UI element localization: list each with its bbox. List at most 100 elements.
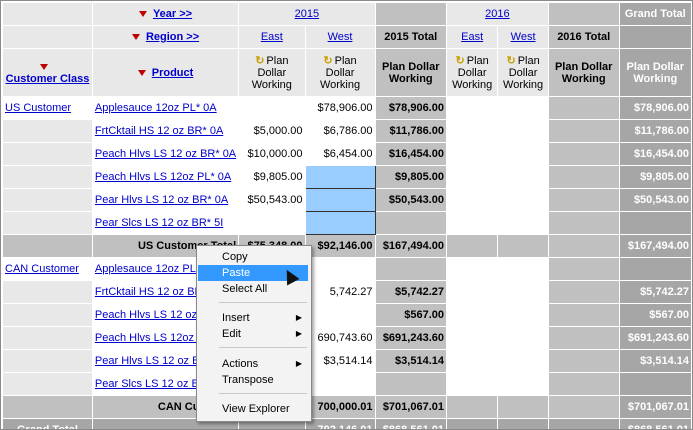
value-cell-w15[interactable]: $6,786.00 [304, 119, 376, 143]
value-cell-e16[interactable] [445, 280, 499, 304]
value-cell-w16[interactable] [497, 372, 549, 396]
product-header[interactable]: Product [91, 48, 240, 97]
product-cell[interactable]: Pear Hlvs LS 12 oz BR* 0A [91, 188, 240, 212]
filter-icon[interactable] [137, 69, 146, 76]
region-east-header[interactable]: East [238, 25, 306, 49]
customer-class-cell [2, 211, 93, 235]
value-cell-w15[interactable]: 690,743.60 [304, 326, 376, 350]
value-cell-e16[interactable] [445, 395, 499, 419]
submenu-arrow-icon: ▶ [295, 313, 302, 322]
value-cell-t16 [547, 257, 620, 281]
region-dimension-header[interactable]: Region >> [91, 25, 240, 49]
value-cell-t15: $9,805.00 [374, 165, 447, 189]
menu-item-edit[interactable]: Edit ▶ [222, 328, 302, 340]
region-west-header[interactable]: West [304, 25, 376, 49]
value-cell-w15[interactable]: $3,514.14 [304, 349, 376, 373]
measure-header-east-2016: ↻ Plan Dollar Working [445, 48, 499, 97]
menu-item-actions[interactable]: Actions ▶ [222, 358, 302, 370]
product-cell[interactable]: FrtCktail HS 12 oz BR* 0A [91, 119, 240, 143]
value-cell-w16[interactable] [497, 303, 549, 327]
value-cell-e16[interactable] [445, 211, 499, 235]
table-row: Pear Slcs LS 12 oz Bl [2, 372, 692, 396]
menu-item-view-explorer[interactable]: View Explorer [222, 403, 290, 415]
filter-icon[interactable] [138, 11, 147, 18]
product-cell[interactable]: Applesauce 12oz PL* 0A [91, 96, 240, 120]
corner-cell [2, 2, 93, 26]
value-cell-gt [618, 257, 692, 281]
customer-class-cell [2, 303, 93, 327]
value-cell-e16[interactable] [445, 326, 499, 350]
value-cell-e16[interactable] [445, 234, 499, 258]
value-cell-w15[interactable]: $6,454.00 [304, 142, 376, 166]
menu-item-copy[interactable]: Copy [222, 251, 248, 263]
value-cell-gt [618, 211, 692, 235]
menu-item-paste[interactable]: Paste [198, 265, 308, 281]
value-cell-w16[interactable] [497, 418, 549, 429]
filter-icon[interactable] [131, 34, 140, 41]
region-east-header[interactable]: East [445, 25, 499, 49]
value-cell-w15[interactable]: $92,146.00 [304, 234, 376, 258]
measure-header-total-2016: Plan Dollar Working [547, 48, 620, 97]
table-row: FrtCktail HS 12 oz BR* 0A $5,000.00 $6,786… [2, 119, 692, 143]
value-cell-t15: $167,494.00 [374, 234, 447, 258]
customer-class-cell[interactable]: US Customer [2, 96, 93, 120]
value-cell-w16[interactable] [497, 326, 549, 350]
value-cell-w16[interactable] [497, 165, 549, 189]
region-west-header[interactable]: West [497, 25, 549, 49]
customer-class-header[interactable]: Customer Class [2, 48, 93, 97]
value-cell-e15[interactable]: $9,805.00 [238, 165, 306, 189]
value-cell-e16[interactable] [445, 257, 499, 281]
value-cell-w15[interactable] [304, 303, 376, 327]
value-cell-w15[interactable] [304, 165, 376, 189]
value-cell-e15[interactable] [238, 211, 306, 235]
value-cell-w15[interactable] [304, 257, 376, 281]
value-cell-e16[interactable] [445, 349, 499, 373]
value-cell-e16[interactable] [445, 119, 499, 143]
year-dimension-header[interactable]: Year >> [91, 2, 240, 26]
value-cell-w16[interactable] [497, 257, 549, 281]
value-cell-w16[interactable] [497, 280, 549, 304]
value-cell-t16 [547, 211, 620, 235]
value-cell-e16[interactable] [445, 96, 499, 120]
value-cell-w16[interactable] [497, 142, 549, 166]
product-cell[interactable]: Pear Slcs LS 12 oz BR* 5I [91, 211, 240, 235]
value-cell-t15: $78,906.00 [374, 96, 447, 120]
product-cell[interactable]: Peach Hlvs LS 12 oz BR* 0A [91, 142, 240, 166]
value-cell-w15[interactable] [304, 188, 376, 212]
value-cell-w16[interactable] [497, 234, 549, 258]
value-cell-e16[interactable] [445, 303, 499, 327]
value-cell-e16[interactable] [445, 372, 499, 396]
value-cell-w15[interactable]: 792,146.01 [304, 418, 376, 429]
value-cell-w16[interactable] [497, 211, 549, 235]
product-cell[interactable]: Peach Hlvs LS 12oz PL* 0A [91, 165, 240, 189]
value-cell-w16[interactable] [497, 188, 549, 212]
menu-item-select-all[interactable]: Select All [222, 283, 268, 295]
value-cell-e16[interactable] [445, 188, 499, 212]
menu-item-insert[interactable]: Insert ▶ [222, 312, 302, 324]
value-cell-gt: $567.00 [618, 303, 692, 327]
value-cell-e16[interactable] [445, 418, 499, 429]
value-cell-e16[interactable] [445, 165, 499, 189]
measure-header-total-2015: Plan Dollar Working [374, 48, 447, 97]
value-cell-w15[interactable]: 5,742.27 [304, 280, 376, 304]
value-cell-t16 [547, 303, 620, 327]
customer-class-cell[interactable]: CAN Customer [2, 257, 93, 281]
value-cell-w15[interactable] [304, 372, 376, 396]
value-cell-e15[interactable]: $50,543.00 [238, 188, 306, 212]
filter-icon[interactable] [40, 63, 49, 70]
value-cell-w15[interactable]: $78,906.00 [304, 96, 376, 120]
value-cell-w16[interactable] [497, 96, 549, 120]
value-cell-w16[interactable] [497, 349, 549, 373]
value-cell-e16[interactable] [445, 142, 499, 166]
value-cell-e15[interactable] [238, 96, 306, 120]
customer-class-cell [2, 165, 93, 189]
value-cell-e15[interactable]: $5,000.00 [238, 119, 306, 143]
year-2016-header[interactable]: 2016 [445, 2, 549, 26]
value-cell-w15[interactable] [304, 211, 376, 235]
value-cell-w16[interactable] [497, 395, 549, 419]
year-2015-header[interactable]: 2015 [238, 2, 376, 26]
menu-item-transpose[interactable]: Transpose [222, 374, 274, 386]
value-cell-w15[interactable]: 700,000.01 [304, 395, 376, 419]
value-cell-e15[interactable]: $10,000.00 [238, 142, 306, 166]
value-cell-w16[interactable] [497, 119, 549, 143]
